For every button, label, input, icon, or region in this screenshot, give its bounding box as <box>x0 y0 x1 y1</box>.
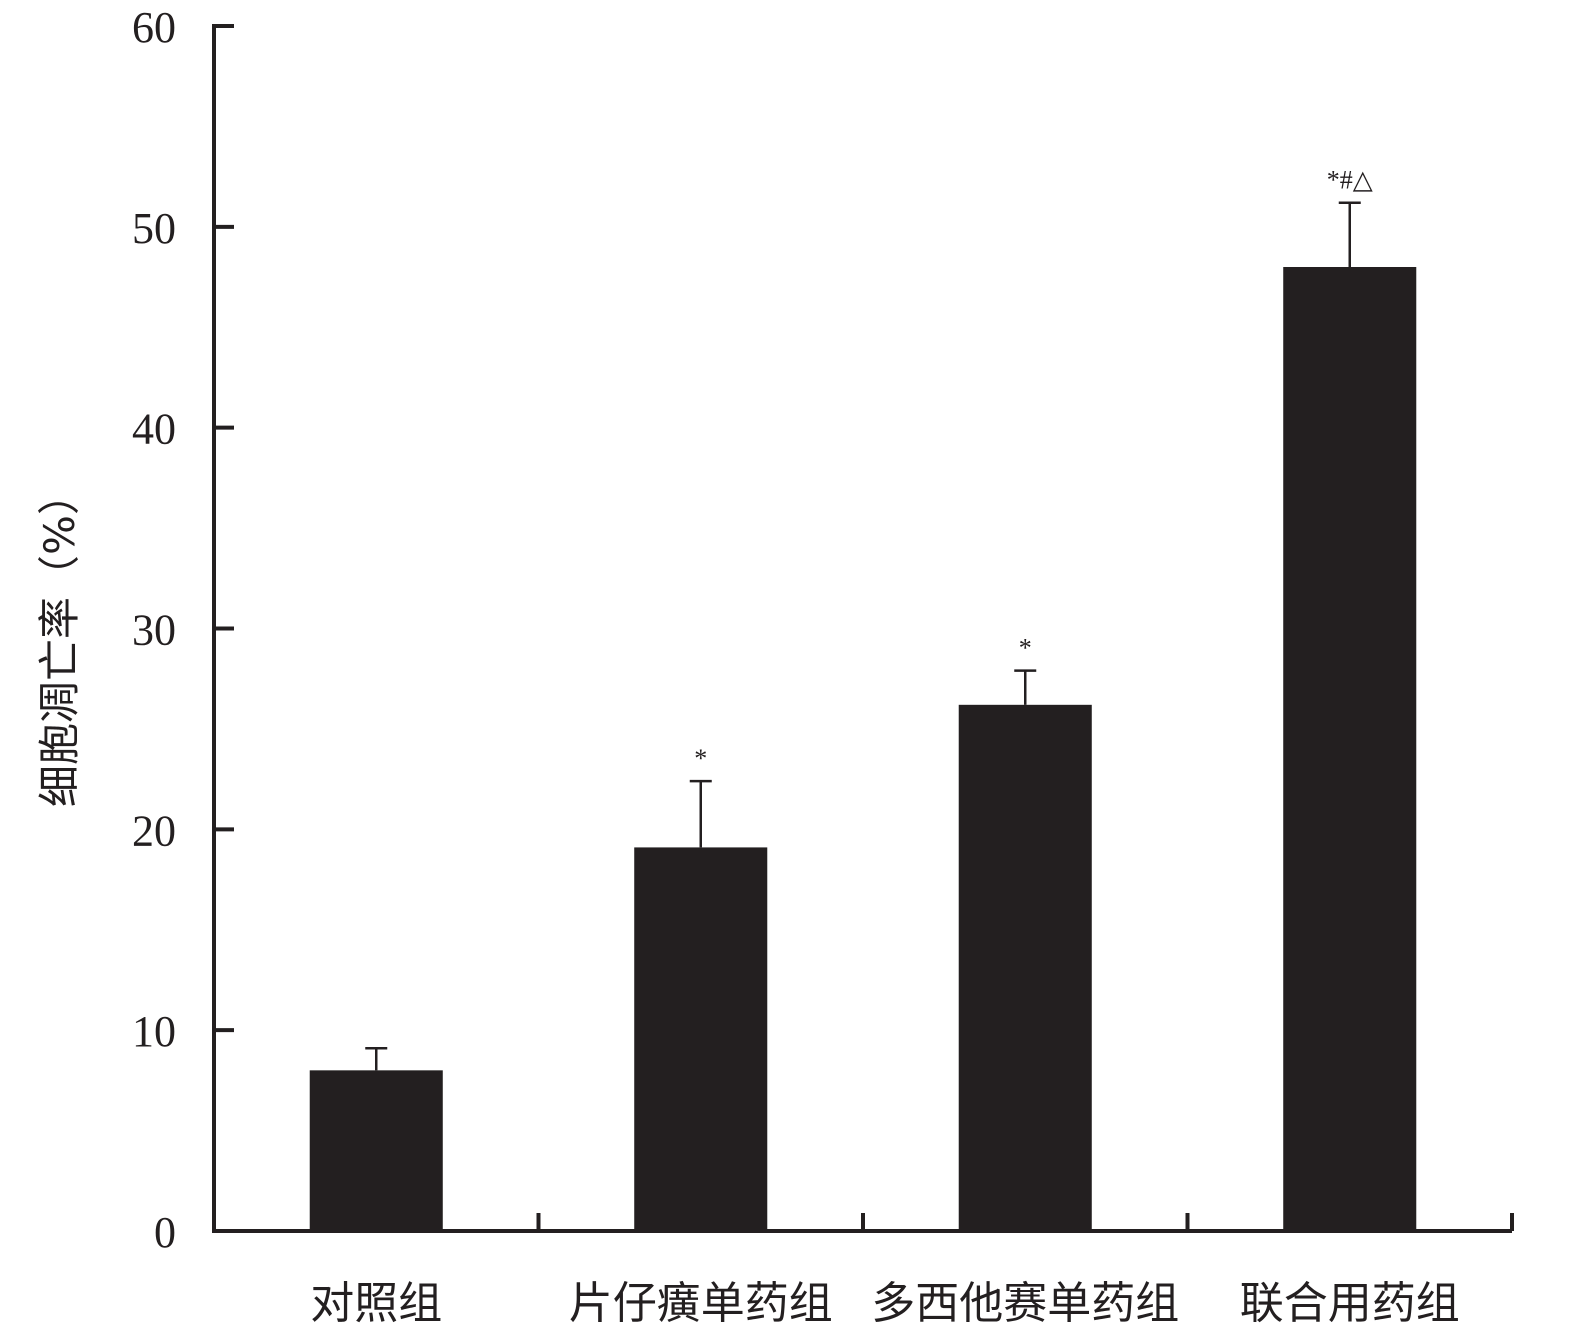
y-tick-label: 50 <box>132 204 176 253</box>
x-tick-label: 联合用药组 <box>1240 1278 1460 1329</box>
bar <box>634 847 768 1231</box>
x-ticks: 对照组 片仔癀单药组 多西他赛单药组 联合用药组 <box>310 1213 1514 1329</box>
y-tick-label: 0 <box>154 1208 176 1257</box>
x-tick-label: 对照组 <box>310 1278 442 1329</box>
bar <box>1283 267 1417 1231</box>
y-tick-label: 20 <box>132 806 176 855</box>
y-tick-label: 10 <box>132 1007 176 1056</box>
y-tick-label: 30 <box>132 606 176 655</box>
significance-label: *#△ <box>1327 166 1373 195</box>
significance-label: * <box>694 744 707 773</box>
y-tick-label: 40 <box>132 405 176 454</box>
y-tick-label: 60 <box>132 3 176 52</box>
y-axis-title: 细胞凋亡率（%） <box>35 473 84 807</box>
x-tick-label: 片仔癀单药组 <box>569 1278 833 1329</box>
bars-layer: * * *#△ <box>309 166 1417 1231</box>
bar <box>309 1070 443 1231</box>
significance-label: * <box>1019 634 1032 663</box>
bar <box>958 704 1092 1231</box>
x-tick-label: 多西他赛单药组 <box>871 1278 1179 1329</box>
y-ticks: 0 10 20 30 40 50 60 <box>132 3 234 1257</box>
